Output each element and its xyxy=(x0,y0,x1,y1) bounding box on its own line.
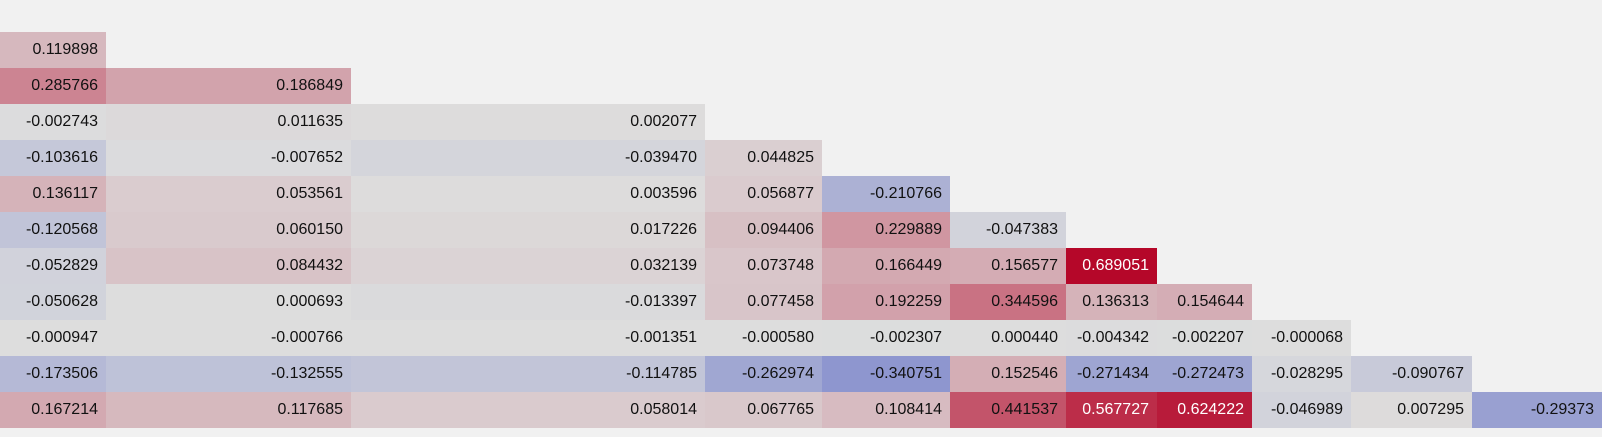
heatmap-cell: -0.29373 xyxy=(1472,392,1602,428)
heatmap-cell: 0.060150 xyxy=(106,212,351,248)
heatmap-cell: 0.567727 xyxy=(1066,392,1157,428)
heatmap-cell: 0.154644 xyxy=(1157,284,1252,320)
heatmap-cell: 0.136313 xyxy=(1066,284,1157,320)
heatmap-cell: -0.028295 xyxy=(1252,356,1351,392)
heatmap-cell: 0.017226 xyxy=(351,212,705,248)
heatmap-cell: 0.344596 xyxy=(950,284,1066,320)
heatmap-cell: -0.103616 xyxy=(0,140,106,176)
heatmap-cell: -0.271434 xyxy=(1066,356,1157,392)
heatmap-cell: 0.056877 xyxy=(705,176,822,212)
heatmap-cell: -0.173506 xyxy=(0,356,106,392)
heatmap-cell: -0.052829 xyxy=(0,248,106,284)
heatmap-cell: -0.047383 xyxy=(950,212,1066,248)
heatmap-cell: -0.002743 xyxy=(0,104,106,140)
heatmap-cell: -0.050628 xyxy=(0,284,106,320)
heatmap-cell: 0.032139 xyxy=(351,248,705,284)
heatmap-cell: -0.000947 xyxy=(0,320,106,356)
heatmap-cell: 0.011635 xyxy=(106,104,351,140)
heatmap-cell: 0.689051 xyxy=(1066,248,1157,284)
heatmap-cell: 0.058014 xyxy=(351,392,705,428)
heatmap-cell: 0.002077 xyxy=(351,104,705,140)
heatmap-cell: -0.039470 xyxy=(351,140,705,176)
heatmap-cell: 0.441537 xyxy=(950,392,1066,428)
heatmap-cell: 0.152546 xyxy=(950,356,1066,392)
heatmap-cell: 0.285766 xyxy=(0,68,106,104)
heatmap-cell: -0.013397 xyxy=(351,284,705,320)
heatmap-cell: 0.156577 xyxy=(950,248,1066,284)
heatmap-cell: 0.108414 xyxy=(822,392,950,428)
heatmap-cell: 0.000440 xyxy=(950,320,1066,356)
heatmap-cell: 0.077458 xyxy=(705,284,822,320)
heatmap-cell: 0.000693 xyxy=(106,284,351,320)
heatmap-cell: 0.094406 xyxy=(705,212,822,248)
heatmap-cell: 0.044825 xyxy=(705,140,822,176)
heatmap-cell: 0.136117 xyxy=(0,176,106,212)
heatmap-cell: -0.002207 xyxy=(1157,320,1252,356)
heatmap-cell: 0.167214 xyxy=(0,392,106,428)
heatmap-cell: 0.084432 xyxy=(106,248,351,284)
heatmap-cell: 0.053561 xyxy=(106,176,351,212)
heatmap-cell: 0.166449 xyxy=(822,248,950,284)
heatmap-cell: -0.090767 xyxy=(1351,356,1472,392)
heatmap-cell: 0.119898 xyxy=(0,32,106,68)
heatmap-cell: 0.229889 xyxy=(822,212,950,248)
heatmap-cell: 0.192259 xyxy=(822,284,950,320)
heatmap-cell: -0.120568 xyxy=(0,212,106,248)
heatmap-cell: 0.186849 xyxy=(106,68,351,104)
heatmap-cell: -0.001351 xyxy=(351,320,705,356)
heatmap-cell: -0.002307 xyxy=(822,320,950,356)
heatmap-cell: 0.007295 xyxy=(1351,392,1472,428)
heatmap-cell: 0.117685 xyxy=(106,392,351,428)
heatmap-cell: -0.210766 xyxy=(822,176,950,212)
heatmap-cell: -0.046989 xyxy=(1252,392,1351,428)
heatmap-cell: -0.262974 xyxy=(705,356,822,392)
heatmap-cell: -0.340751 xyxy=(822,356,950,392)
heatmap-cell: -0.272473 xyxy=(1157,356,1252,392)
heatmap-cell: 0.073748 xyxy=(705,248,822,284)
heatmap-cell: -0.000580 xyxy=(705,320,822,356)
heatmap-cell: 0.067765 xyxy=(705,392,822,428)
heatmap-cell: 0.624222 xyxy=(1157,392,1252,428)
heatmap-cell: -0.000068 xyxy=(1252,320,1351,356)
heatmap-cell: -0.114785 xyxy=(351,356,705,392)
heatmap-cell: -0.132555 xyxy=(106,356,351,392)
heatmap-cell: 0.003596 xyxy=(351,176,705,212)
heatmap-cell: -0.004342 xyxy=(1066,320,1157,356)
heatmap-cell: -0.000766 xyxy=(106,320,351,356)
heatmap-cell: -0.007652 xyxy=(106,140,351,176)
